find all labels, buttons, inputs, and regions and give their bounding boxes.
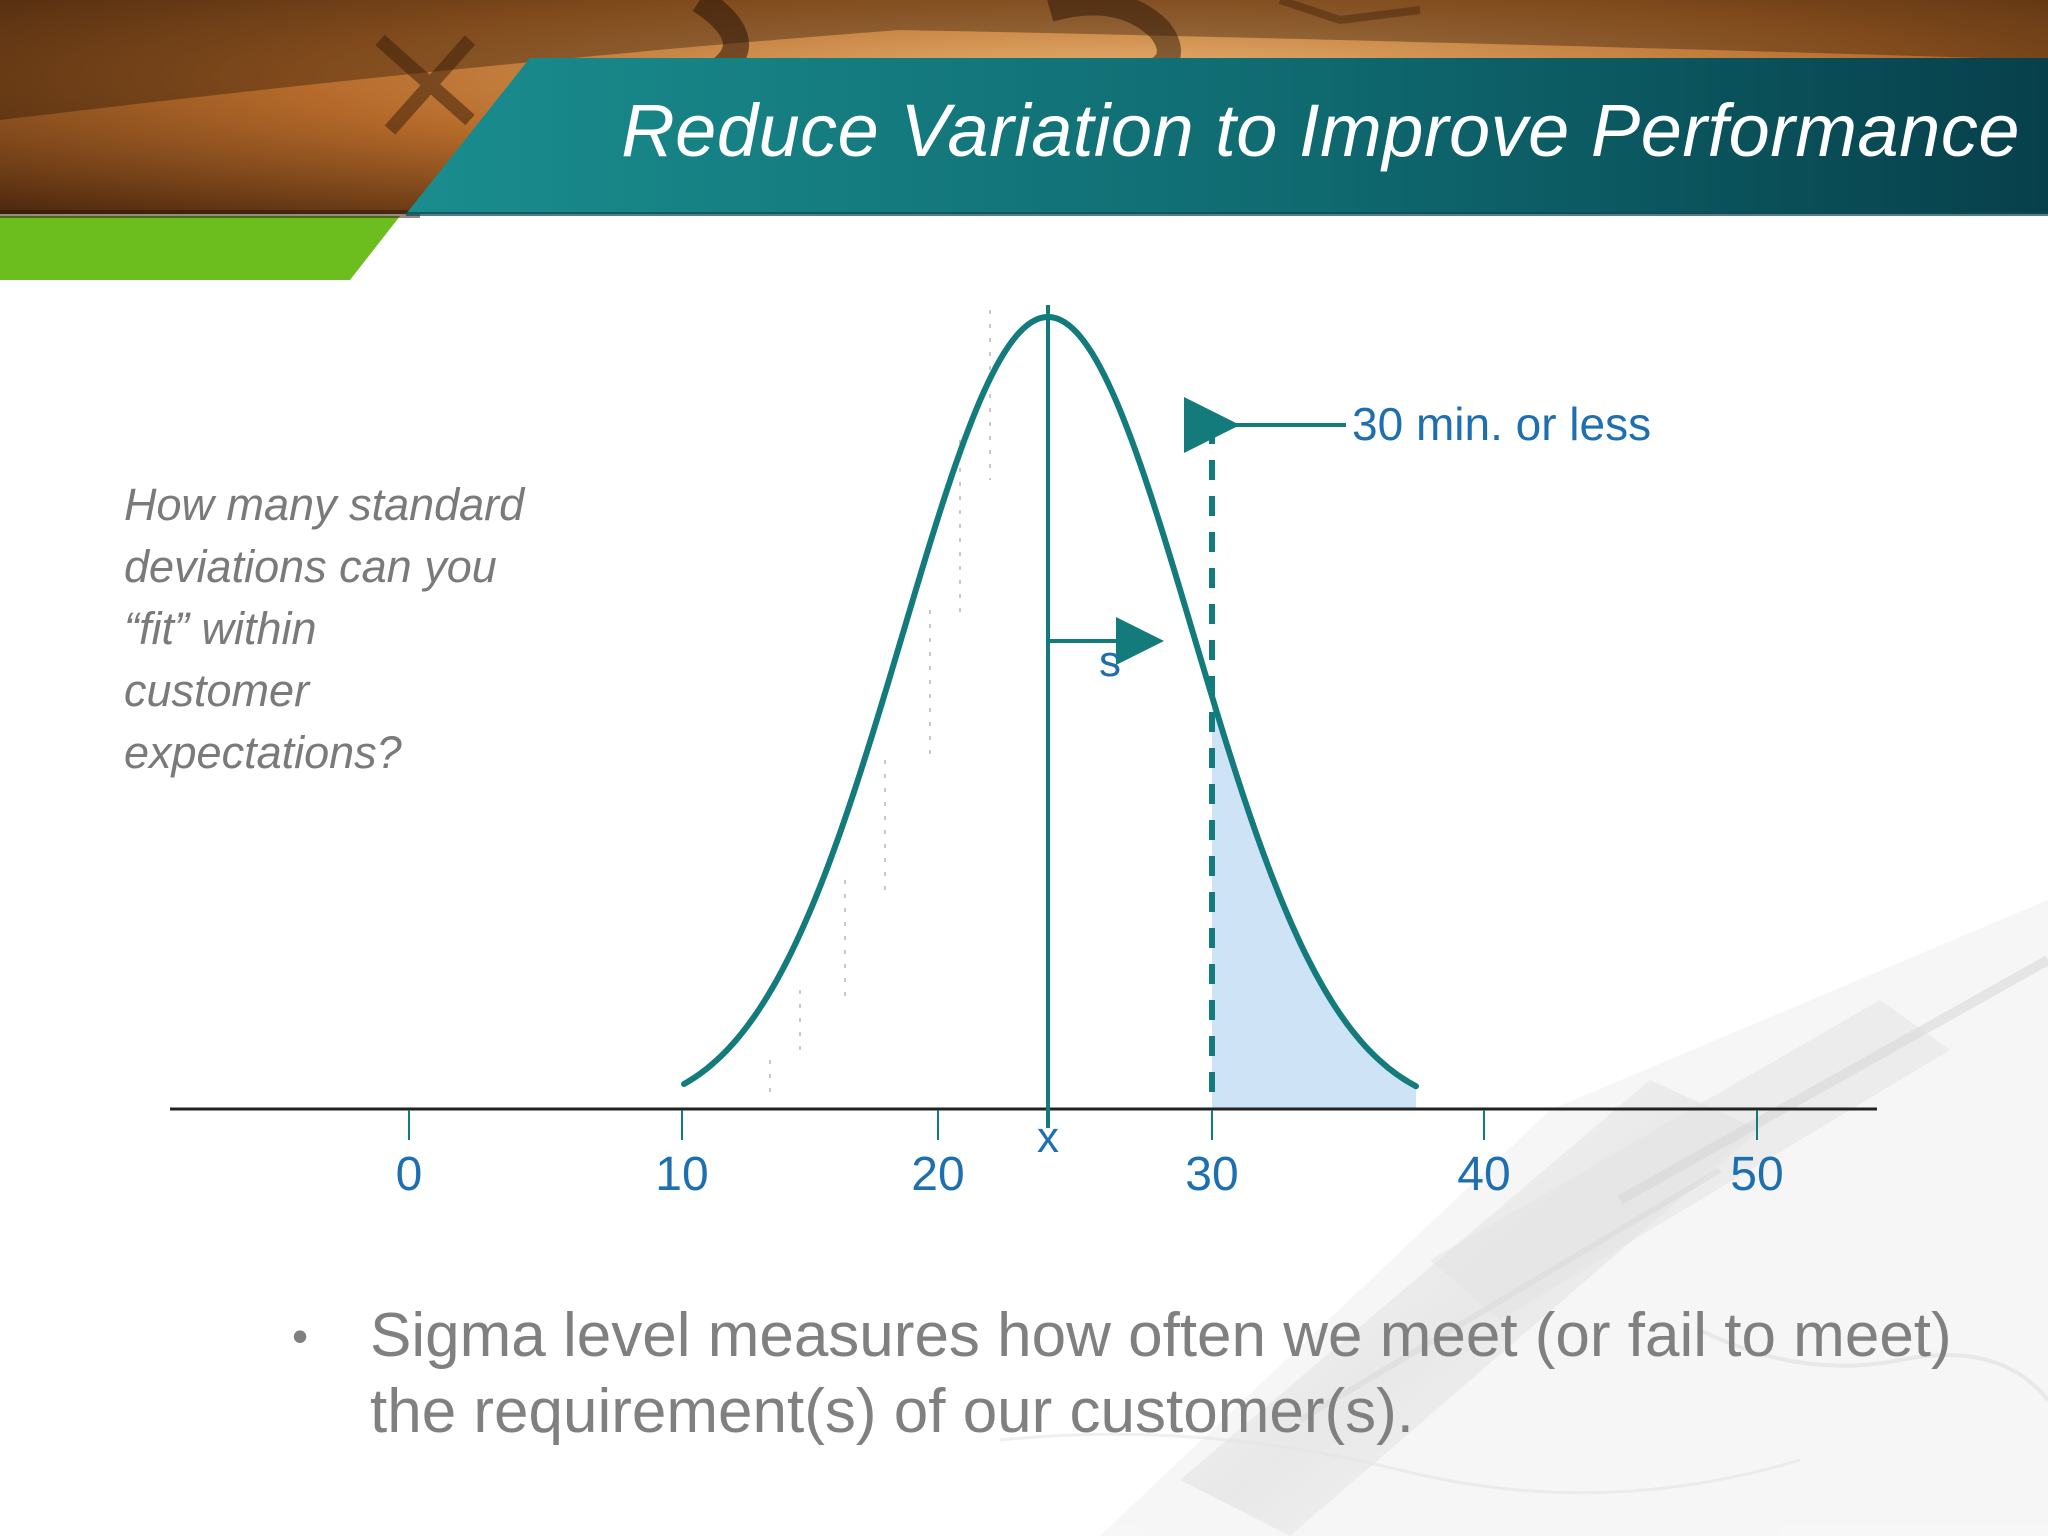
guide-lines (769, 310, 991, 1100)
axis-tick-label: 10 (655, 1148, 708, 1201)
axis-tick-label: 20 (911, 1148, 964, 1201)
axis-tick-label: 0 (396, 1148, 423, 1201)
title-band (406, 58, 2048, 214)
tail-area (1212, 696, 1416, 1108)
question-line: expectations? (124, 727, 402, 778)
limit-label: 30 min. or less (1352, 398, 1651, 450)
side-question: How many standard deviations can you “fi… (124, 474, 604, 784)
question-line: customer (124, 665, 310, 716)
stddev-label: s (1099, 637, 1121, 686)
pen-sketch (999, 900, 2048, 1536)
bullet-marker: • (292, 1310, 309, 1362)
green-accent-bar (0, 216, 400, 280)
axis-tick-label: 30 (1185, 1148, 1238, 1201)
slide-title: Reduce Variation to Improve Performance (621, 89, 2020, 172)
mean-label: x (1037, 1113, 1059, 1162)
question-line: How many standard (124, 479, 525, 530)
axis-tick-label: 40 (1457, 1148, 1510, 1201)
question-line: “fit” within (124, 603, 317, 654)
axis-tick-label: 50 (1730, 1148, 1783, 1201)
bullet-text: Sigma level measures how often we meet (… (370, 1301, 1952, 1446)
question-line: deviations can you (124, 541, 497, 592)
